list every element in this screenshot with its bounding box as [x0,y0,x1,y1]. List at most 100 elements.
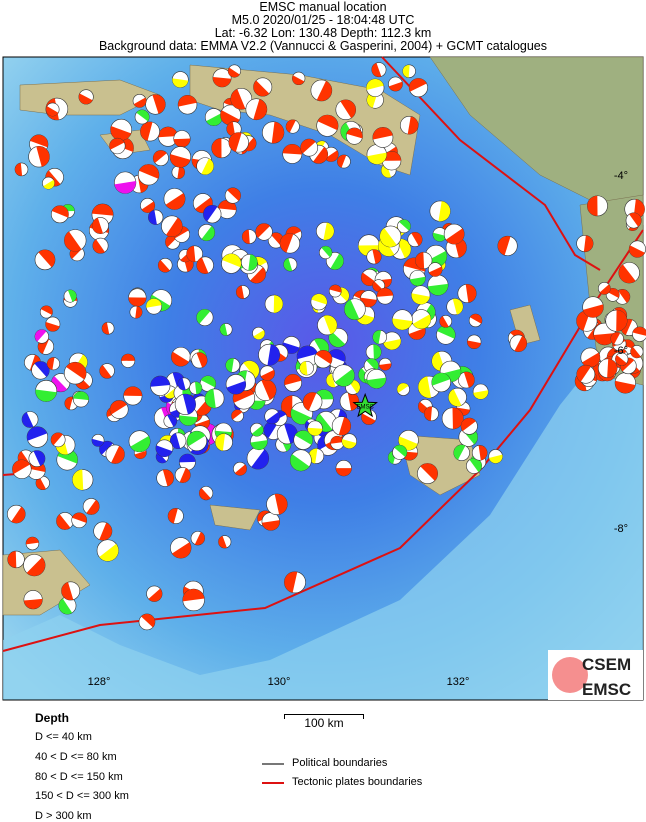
legend-line-item: Tectonic plates boundaries [292,776,423,788]
political-boundary-swatch [262,763,284,765]
focal-mechanism-beachball [140,121,160,142]
focal-mechanism-beachball [163,188,186,210]
focal-mechanism-beachball [328,284,342,298]
focal-mechanism-beachball [91,433,105,447]
focal-mechanism-beachball [92,237,109,254]
focal-mechanism-beachball [625,212,642,229]
focal-mechanism-beachball [472,383,489,400]
focal-mechanism-beachball [177,377,191,391]
focal-mechanism-beachball [630,345,644,359]
focal-mechanism-beachball [250,422,264,437]
focal-mechanism-beachball [219,323,233,336]
focal-mechanism-beachball [171,165,185,179]
focal-mechanism-beachball [99,363,115,379]
focal-mechanism-beachball [241,254,258,271]
focal-mechanism-beachball [225,358,241,373]
focal-mechanism-beachball [23,590,43,610]
focal-mechanism-beachball [284,373,302,392]
focal-mechanism-beachball [266,493,288,516]
focal-mechanism-beachball [372,329,387,345]
focal-mechanism-beachball [314,350,333,369]
focal-mechanism-beachball [366,368,387,389]
focal-mechanism-beachball [402,64,416,78]
focal-mechanism-beachball [411,309,432,330]
focal-mechanism-beachball [138,613,156,631]
focal-mechanism-beachball [14,162,29,177]
focal-mechanism-beachball [427,262,443,277]
focal-mechanism-beachball [408,78,428,98]
focal-mechanism-beachball [392,309,413,331]
focal-mechanism-beachball [235,285,250,299]
focal-mechanism-beachball [233,461,247,476]
focal-mechanism-beachball [146,585,163,602]
focal-mechanism-beachball [109,400,129,419]
focal-mechanism-beachball [129,305,143,319]
csem-emsc-logo: CSEM EMSC [548,650,643,700]
focal-mechanism-beachball [417,463,438,485]
focal-mechanism-beachball [283,257,298,272]
focal-mechanism-beachball [317,315,338,336]
focal-mechanism-beachball [212,68,232,88]
focal-mechanism-beachball [246,447,270,470]
legend-depth-item: D <= 40 km [35,731,92,743]
focal-mechanism-beachball [196,256,214,274]
focal-mechanism-beachball [345,127,363,145]
focal-mechanism-beachball [50,205,69,224]
focal-mechanism-beachball [58,596,77,615]
focal-mechanism-beachball [376,287,394,305]
focal-mechanism-beachball [171,346,191,367]
focal-mechanism-beachball [597,282,611,295]
focal-mechanism-beachball [157,257,173,273]
focal-mechanism-beachball [123,386,143,406]
focal-mechanism-beachball [227,64,241,78]
focal-mechanism-beachball [45,102,60,117]
focal-mechanism-beachball [335,99,357,120]
focal-mechanism-beachball [35,475,50,491]
lon-tick: 128° [88,676,111,688]
focal-mechanism-beachball [72,469,94,491]
focal-mechanism-beachball [196,308,214,327]
focal-mechanism-beachball [582,296,604,318]
focal-mechanism-beachball [189,381,203,395]
focal-mechanism-beachball [307,420,323,436]
focal-mechanism-beachball [296,345,319,368]
focal-mechanism-beachball [326,349,346,368]
focal-mechanism-beachball [497,235,518,256]
focal-mechanism-beachball [282,143,303,164]
scale-label: 100 km [304,716,344,730]
focal-mechanism-beachball [580,347,601,368]
focal-mechanism-beachball [23,554,46,577]
focal-mechanism-beachball [224,187,241,204]
focal-mechanism-beachball [371,62,387,78]
focal-mechanism-beachball [220,104,242,126]
epicenter-star-icon[interactable] [352,392,378,418]
svg-text:EMSC: EMSC [582,680,631,699]
focal-mechanism-beachball [379,225,402,248]
focal-mechanism-beachball [415,251,433,270]
focal-mechanism-beachball [105,444,125,464]
focal-mechanism-beachball [96,539,119,562]
focal-mechanism-beachball [372,279,385,292]
focal-mechanism-beachball [211,138,232,159]
focal-mechanism-beachball [424,406,439,422]
focal-mechanism-beachball [328,327,349,348]
legend-line-item: Political boundaries [292,757,388,769]
focal-mechanism-beachball [174,393,196,415]
seismicity-map[interactable]: AmahaiAmbonTualEMSC 128° 130° 132° -4° -… [0,55,646,705]
focal-mechanism-beachball [372,127,394,148]
focal-mechanism-beachball [610,331,624,346]
focal-mechanism-beachball [128,430,151,453]
focal-mechanism-beachball [460,417,478,435]
focal-mechanism-beachball [34,249,56,271]
focal-mechanism-beachball [182,588,205,612]
focal-mechanism-beachball [253,77,273,97]
focal-mechanism-beachball [150,375,171,396]
focal-mechanism-beachball [50,432,66,448]
focal-mechanism-beachball [310,293,328,311]
focal-mechanism-beachball [628,240,646,258]
focal-mechanism-beachball [148,209,164,225]
legend-title: Depth [35,711,69,725]
focal-mechanism-beachball [396,382,410,396]
focal-mechanism-beachball [186,430,208,452]
focal-mechanism-beachball [114,171,137,194]
